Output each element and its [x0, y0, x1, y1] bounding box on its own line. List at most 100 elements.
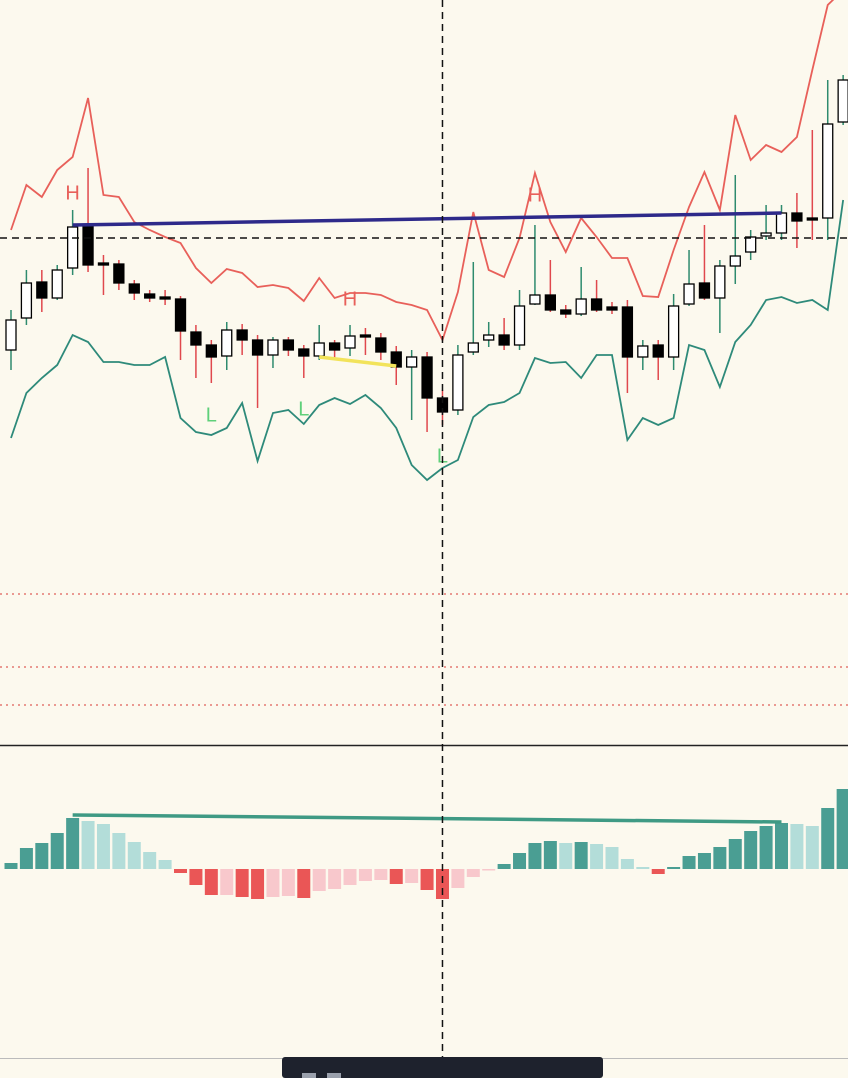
histogram-bar: [805, 826, 819, 869]
candle-body: [606, 306, 618, 311]
histogram-bar: [112, 833, 126, 869]
candle-body: [66, 226, 79, 269]
pivot-label: H: [343, 288, 357, 310]
candle-body: [406, 356, 418, 368]
histogram-bar: [620, 859, 634, 869]
histogram-bar: [312, 869, 326, 891]
candle-body: [698, 282, 711, 299]
candle-body: [637, 345, 649, 358]
candle-body: [775, 212, 788, 234]
histogram-bar: [281, 869, 295, 896]
candle-body: [621, 306, 634, 358]
histogram-bar: [66, 818, 80, 869]
pivot-label: H: [65, 182, 79, 204]
candle-body: [36, 281, 48, 299]
candle-body: [452, 354, 464, 411]
candle-body: [51, 269, 63, 299]
histogram-bar: [35, 843, 49, 869]
histogram-bar: [543, 841, 557, 869]
candle-body: [575, 298, 587, 315]
histogram-bar: [358, 869, 372, 881]
candle-body: [251, 339, 264, 356]
candle-body: [221, 329, 233, 357]
candle-body: [344, 335, 356, 349]
histogram-bar: [19, 848, 33, 869]
candle-body: [144, 293, 156, 299]
histogram-bar: [174, 869, 188, 873]
histogram-bar: [605, 847, 619, 869]
candle-body: [745, 236, 757, 253]
candle-body: [483, 334, 495, 341]
candle-body: [467, 342, 479, 353]
candle-body: [683, 283, 695, 305]
histogram-bar: [559, 843, 573, 869]
histogram-bar: [235, 869, 249, 897]
candle-body: [544, 294, 556, 311]
toolbar-icon[interactable]: [327, 1073, 341, 1078]
histogram-bar: [651, 869, 665, 874]
histogram-bar: [744, 831, 758, 869]
pivot-label: L: [298, 398, 309, 420]
toolbar[interactable]: [282, 1057, 603, 1078]
histogram-bar: [96, 824, 110, 869]
histogram-bar: [482, 869, 496, 871]
candle-body: [159, 296, 171, 300]
histogram-bar: [836, 789, 848, 869]
histogram-bar: [343, 869, 357, 885]
histogram-bar: [220, 869, 234, 895]
histogram-bar: [158, 860, 172, 869]
histogram-bar: [297, 869, 311, 898]
histogram-bar: [4, 863, 18, 869]
histogram-bar: [590, 844, 604, 869]
candle-body: [498, 334, 510, 346]
histogram-bar: [574, 842, 588, 869]
candle-body: [806, 217, 818, 221]
candle-body: [328, 342, 341, 351]
histogram-bar: [189, 869, 203, 885]
histogram-bar: [759, 826, 773, 869]
histogram-bar: [266, 869, 280, 897]
candle-body: [714, 265, 726, 299]
histogram-bar: [667, 867, 681, 869]
candle-body: [822, 123, 834, 219]
histogram-bar: [775, 823, 788, 869]
candle-body: [791, 212, 803, 222]
histogram-bar: [466, 869, 480, 877]
candle-body: [375, 337, 387, 353]
candle-body: [236, 329, 248, 341]
candle-body: [513, 305, 526, 346]
candle-body: [421, 356, 433, 399]
pivot-label: L: [206, 404, 217, 426]
candle-body: [652, 344, 664, 358]
candle-body: [267, 339, 279, 356]
candle-body: [390, 351, 402, 368]
candle-body: [298, 348, 310, 357]
histogram-bar: [374, 869, 388, 880]
histogram-bar: [81, 821, 95, 869]
histogram-bar: [420, 869, 434, 890]
candle-body: [5, 319, 17, 351]
toolbar-icon[interactable]: [302, 1073, 316, 1078]
histogram-bar: [497, 864, 511, 869]
candle-body: [729, 255, 741, 267]
candle-body: [128, 283, 140, 294]
trend-line: [72, 211, 782, 227]
pivot-label: H: [528, 184, 542, 206]
candle-body: [667, 305, 680, 358]
candle-body: [113, 263, 125, 284]
histogram-bar: [405, 869, 419, 883]
candle-body: [590, 298, 603, 311]
trend-line: [72, 813, 782, 824]
histogram-bar: [328, 869, 342, 889]
pane: [4, 789, 848, 899]
histogram-bar: [204, 869, 218, 895]
candle-body: [837, 79, 848, 123]
candle-body: [20, 282, 33, 319]
histogram-bar: [821, 808, 835, 869]
candle-body: [205, 344, 217, 358]
candle-body: [529, 294, 541, 305]
candle-body: [313, 342, 325, 357]
candle-body: [760, 232, 772, 237]
